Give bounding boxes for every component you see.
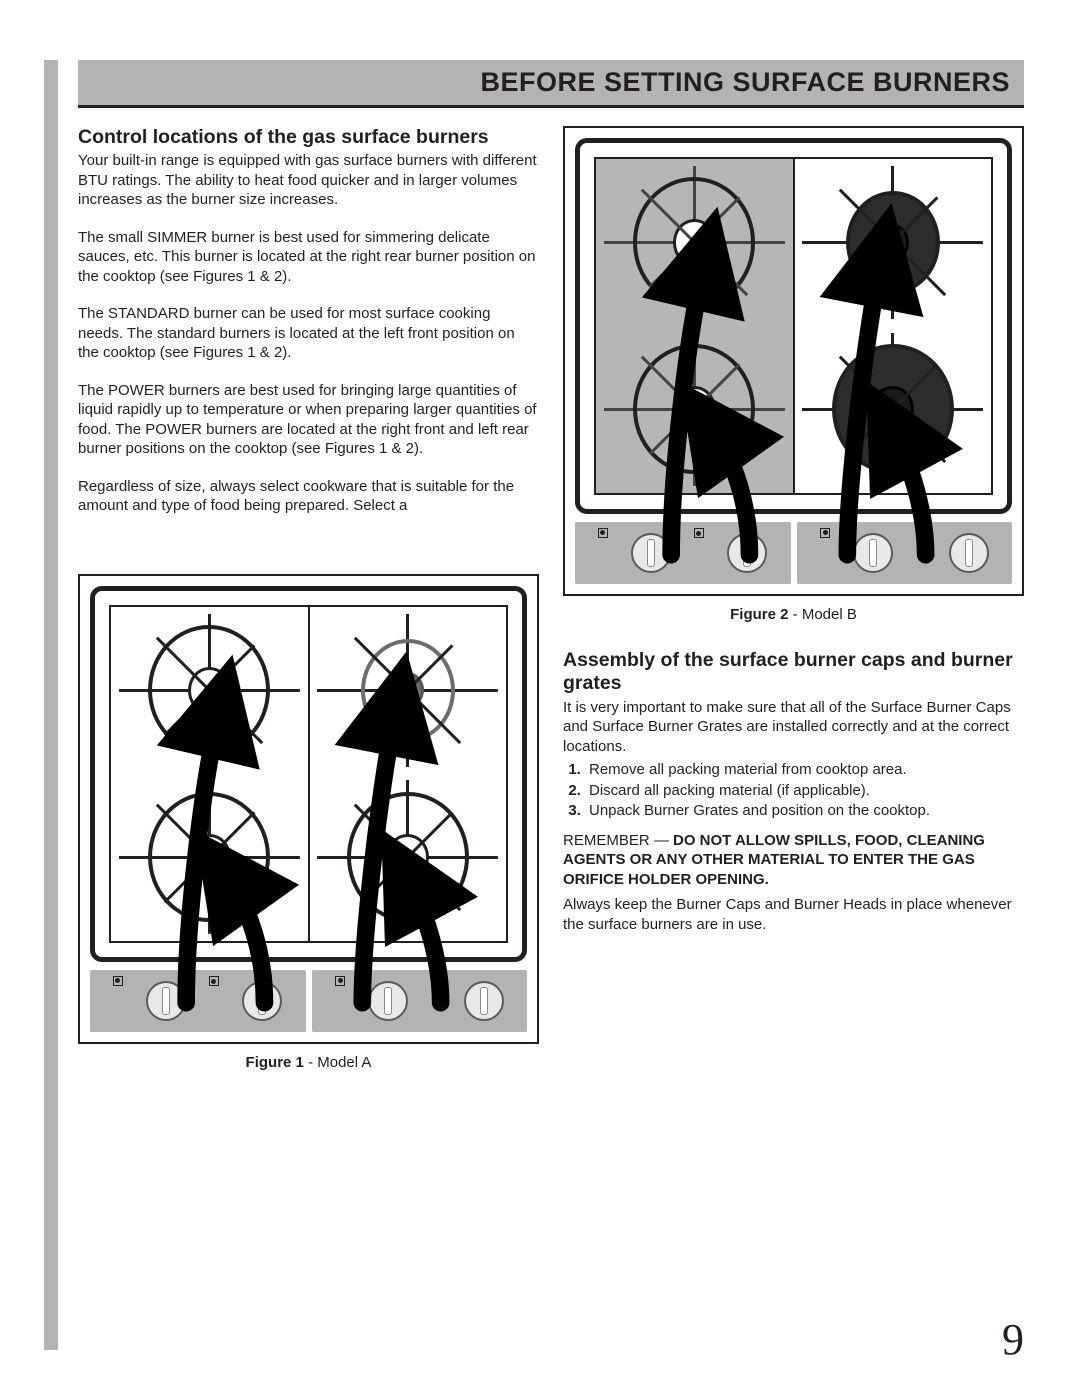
figure-2-model: - Model B xyxy=(789,606,857,623)
indicator-icon xyxy=(113,976,123,986)
indicator-icon xyxy=(431,976,441,986)
knob-panel-a xyxy=(90,970,527,1032)
para-4: The POWER burners are best used for brin… xyxy=(78,381,539,459)
knob-panel-b xyxy=(575,522,1012,584)
figure-1-box xyxy=(78,574,539,1044)
section-header-title: BEFORE SETTING SURFACE BURNERS xyxy=(480,67,1010,98)
burner-left-front xyxy=(596,326,793,493)
figure-2-box xyxy=(563,126,1024,596)
assembly-steps: Remove all packing material from cooktop… xyxy=(563,760,1024,821)
figure-1-model: - Model A xyxy=(304,1054,372,1071)
knob xyxy=(949,533,989,573)
remember-tail: Always keep the Burner Caps and Burner H… xyxy=(563,895,1024,934)
assembly-intro: It is very important to make sure that a… xyxy=(563,698,1024,757)
indicator-icon xyxy=(694,528,704,538)
burner-left-front xyxy=(111,774,308,941)
knob xyxy=(464,981,504,1021)
knob xyxy=(146,981,186,1021)
para-2: The small SIMMER burner is best used for… xyxy=(78,228,539,287)
cooktop-model-a xyxy=(90,586,527,962)
knob xyxy=(368,981,408,1021)
remember-warning: REMEMBER — DO NOT ALLOW SPILLS, FOOD, CL… xyxy=(563,831,1024,890)
section-header-band: BEFORE SETTING SURFACE BURNERS xyxy=(78,60,1024,108)
step-2: Discard all packing material (if applica… xyxy=(585,781,1024,801)
page-left-bar xyxy=(44,60,58,1350)
figure-2-label: Figure 2 xyxy=(730,606,788,623)
indicator-icon xyxy=(820,528,830,538)
figure-2-caption: Figure 2 - Model B xyxy=(563,606,1024,623)
cooktop-model-b xyxy=(575,138,1012,514)
step-3: Unpack Burner Grates and position on the… xyxy=(585,801,1024,821)
remember-lead: REMEMBER — xyxy=(563,832,673,849)
burner-right-front xyxy=(310,774,507,941)
knob xyxy=(853,533,893,573)
burner-left-rear xyxy=(111,607,308,774)
knob xyxy=(631,533,671,573)
indicator-icon xyxy=(335,976,345,986)
indicator-icon xyxy=(209,976,219,986)
figure-1-label: Figure 1 xyxy=(246,1054,304,1071)
page-number: 9 xyxy=(1002,1314,1024,1365)
knob xyxy=(727,533,767,573)
para-1: Your built-in range is equipped with gas… xyxy=(78,151,539,210)
burner-right-front xyxy=(795,326,992,493)
burner-left-rear xyxy=(596,159,793,326)
left-column: Control locations of the gas surface bur… xyxy=(78,126,539,1071)
indicator-icon xyxy=(916,528,926,538)
content-area: BEFORE SETTING SURFACE BURNERS Control l… xyxy=(78,60,1024,1357)
para-5: Regardless of size, always select cookwa… xyxy=(78,477,539,516)
heading-assembly: Assembly of the surface burner caps and … xyxy=(563,649,1024,696)
knob xyxy=(242,981,282,1021)
figure-1-wrapper xyxy=(78,574,539,1044)
para-3: The STANDARD burner can be used for most… xyxy=(78,304,539,363)
figure-1-caption: Figure 1 - Model A xyxy=(78,1054,539,1071)
burner-right-rear xyxy=(795,159,992,326)
heading-control-locations: Control locations of the gas surface bur… xyxy=(78,126,539,149)
burner-right-rear xyxy=(310,607,507,774)
step-1: Remove all packing material from cooktop… xyxy=(585,760,1024,780)
indicator-icon xyxy=(598,528,608,538)
right-column: Figure 2 - Model B Assembly of the surfa… xyxy=(563,126,1024,1071)
figure-2-wrapper xyxy=(563,126,1024,596)
